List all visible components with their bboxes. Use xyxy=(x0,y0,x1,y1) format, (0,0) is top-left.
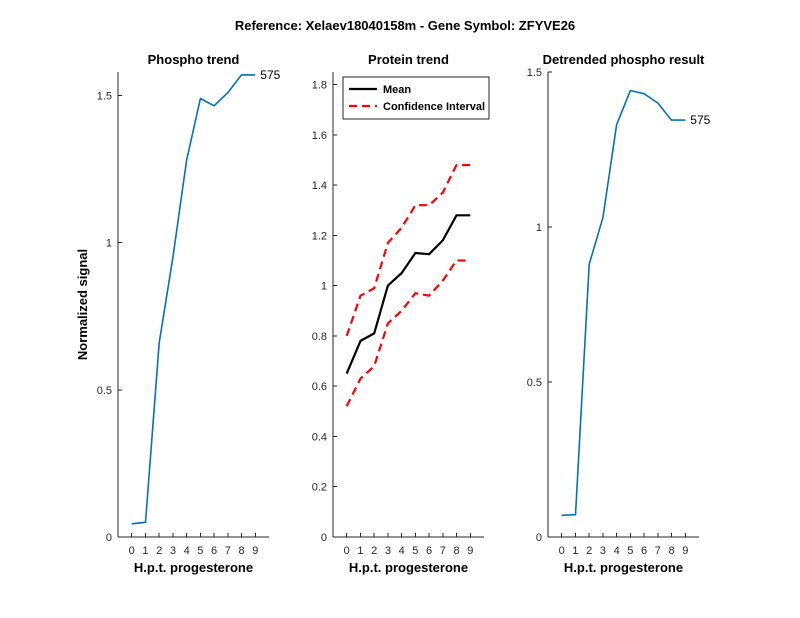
detrended-phospho-x-tick-label: 2 xyxy=(586,545,592,557)
protein-trend-legend xyxy=(342,76,490,120)
phospho-trend-y-tick-label: 1.5 xyxy=(97,91,112,103)
phospho-trend-y-tick-label: 1 xyxy=(106,238,112,250)
protein-trend-title: Protein trend xyxy=(368,52,449,67)
phospho-trend-y-tick-label: 0.5 xyxy=(97,385,112,397)
phospho-trend-x-tick-label: 5 xyxy=(197,545,203,557)
protein-trend-legend-label: Confidence Interval xyxy=(383,101,485,113)
detrended-phospho-x-tick-label: 3 xyxy=(600,545,606,557)
phospho-trend-title: Phospho trend xyxy=(148,52,240,67)
protein-trend-x-tick-label: 2 xyxy=(371,545,377,557)
protein-trend-y-tick-label: 0.6 xyxy=(312,381,327,393)
phospho-trend-x-tick-label: 6 xyxy=(211,545,217,557)
phospho-trend-y-tick-label: 0 xyxy=(106,532,112,544)
phospho-trend-series-line-0 xyxy=(131,74,256,525)
detrended-phospho-x-tick-label: 7 xyxy=(655,545,661,557)
protein-trend-x-label: H.p.t. progesterone xyxy=(349,560,468,575)
detrended-phospho-y-tick-label: 1 xyxy=(536,222,542,234)
phospho-trend-x-tick-label: 8 xyxy=(238,545,244,557)
detrended-phospho-end-label: 575 xyxy=(690,113,710,127)
detrended-phospho-x-tick-label: 1 xyxy=(572,545,578,557)
phospho-trend-x-label: H.p.t. progesterone xyxy=(134,560,253,575)
protein-trend-legend-label: Mean xyxy=(383,84,411,96)
protein-trend-x-tick-label: 0 xyxy=(344,545,350,557)
protein-trend-y-tick-label: 0 xyxy=(321,532,327,544)
protein-trend-y-tick-label: 1.2 xyxy=(312,230,327,242)
detrended-phospho-y-tick-label: 1.5 xyxy=(527,67,542,79)
detrended-phospho-title: Detrended phospho result xyxy=(543,52,705,67)
phospho-trend-x-tick-label: 3 xyxy=(170,545,176,557)
detrended-phospho-y-tick-label: 0.5 xyxy=(527,377,542,389)
phospho-trend-y-label: Normalized signal xyxy=(75,249,90,360)
protein-trend-y-tick-label: 1 xyxy=(321,281,327,293)
detrended-phospho-x-tick-label: 5 xyxy=(627,545,633,557)
detrended-phospho-y-tick-label: 0 xyxy=(536,532,542,544)
detrended-phospho-series-line-0 xyxy=(561,89,686,517)
protein-trend-x-tick-label: 9 xyxy=(467,545,473,557)
detrended-phospho-x-tick-label: 9 xyxy=(682,545,688,557)
figure-title: Reference: Xelaev18040158m - Gene Symbol… xyxy=(235,18,575,33)
protein-trend-y-tick-label: 0.4 xyxy=(312,431,327,443)
phospho-trend-x-tick-label: 1 xyxy=(142,545,148,557)
protein-trend-y-tick-label: 0.8 xyxy=(312,331,327,343)
protein-trend-y-tick-label: 0.2 xyxy=(312,482,327,494)
phospho-trend-end-label: 575 xyxy=(260,68,280,82)
detrended-phospho-x-label: H.p.t. progesterone xyxy=(564,560,683,575)
phospho-trend-x-tick-label: 4 xyxy=(184,545,190,557)
phospho-trend-x-tick-label: 2 xyxy=(156,545,162,557)
protein-trend-x-tick-label: 8 xyxy=(453,545,459,557)
protein-trend-x-tick-label: 7 xyxy=(440,545,446,557)
protein-trend-series-line-1 xyxy=(345,163,471,337)
phospho-trend-x-tick-label: 9 xyxy=(252,545,258,557)
detrended-phospho-x-tick-label: 6 xyxy=(641,545,647,557)
protein-trend-x-tick-label: 1 xyxy=(357,545,363,557)
protein-trend-x-tick-label: 3 xyxy=(385,545,391,557)
protein-trend-panel: 00.20.40.60.811.21.41.61.80 1 2 3 4 5 6 7 8 9Prot… xyxy=(312,52,490,575)
detrended-phospho-x-tick-label: 4 xyxy=(614,545,620,557)
detrended-phospho-x-tick-label: 0 xyxy=(559,545,565,557)
protein-trend-x-tick-label: 6 xyxy=(426,545,432,557)
phospho-trend-x-tick-label: 7 xyxy=(225,545,231,557)
protein-trend-y-tick-label: 1.6 xyxy=(312,130,327,142)
protein-trend-series-line-0 xyxy=(345,214,471,375)
protein-trend-x-tick-label: 4 xyxy=(399,545,405,557)
protein-trend-y-tick-label: 1.4 xyxy=(312,180,327,192)
protein-trend-x-tick-label: 5 xyxy=(412,545,418,557)
protein-trend-series-line-2 xyxy=(345,259,471,407)
detrended-phospho-x-tick-label: 8 xyxy=(668,545,674,557)
protein-trend-y-tick-label: 1.8 xyxy=(312,80,327,92)
phospho-trend-x-tick-label: 0 xyxy=(129,545,135,557)
